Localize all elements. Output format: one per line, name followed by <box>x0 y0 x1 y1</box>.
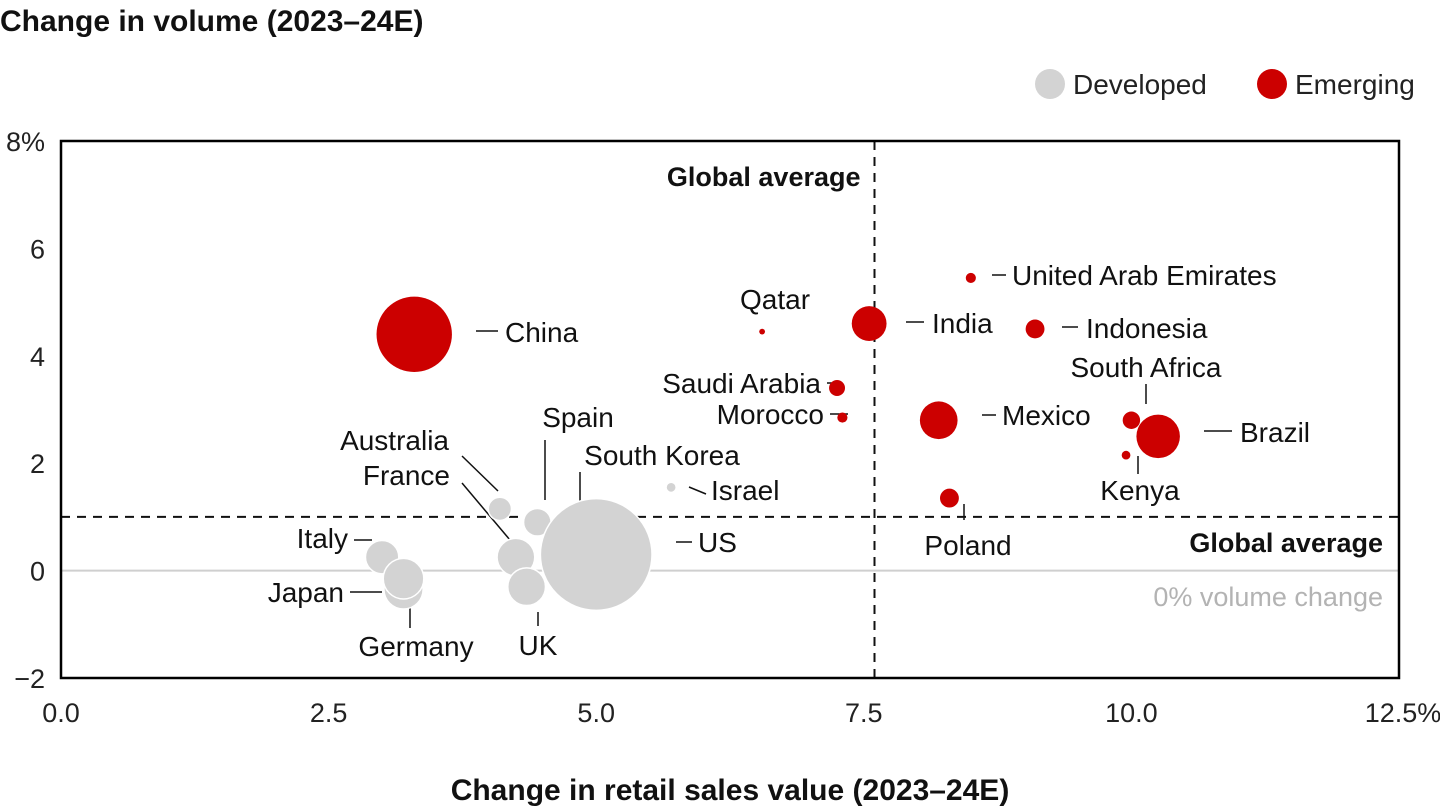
point-label-spain: Spain <box>542 402 614 433</box>
axis-ticks: 0.0 2.5 5.0 7.5 10.0 12.5% 8% 6 4 2 0 −2 <box>6 127 1440 728</box>
x-tick-label: 0.0 <box>42 698 80 728</box>
y-tick-label: −2 <box>14 664 45 694</box>
bubble-israel <box>665 481 677 494</box>
point-label-israel: Israel <box>711 475 779 506</box>
point-label-france: France <box>363 460 450 491</box>
bubble-china <box>376 296 452 373</box>
bubble-indonesia <box>1025 319 1045 339</box>
bubble-poland <box>940 488 959 508</box>
legend-label-emerging: Emerging <box>1295 69 1415 100</box>
bubble-india <box>851 306 887 341</box>
chart-title: Change in volume (2023–24E) <box>0 5 424 38</box>
bubble-mexico <box>919 401 958 440</box>
x-tick-label: 2.5 <box>310 698 348 728</box>
point-label-south-korea: South Korea <box>584 440 740 471</box>
bubble-australia <box>487 496 513 522</box>
bubbles <box>364 272 1180 612</box>
bubble-uk <box>507 567 547 607</box>
zero-volume-label: 0% volume change <box>1153 582 1383 612</box>
point-label-saudi-arabia: Saudi Arabia <box>662 368 821 399</box>
plot-frame <box>59 139 1401 680</box>
point-label-japan: Japan <box>268 577 344 608</box>
point-label-us: US <box>698 527 737 558</box>
reference-lines: Global average Global average 0% volume ch… <box>61 141 1399 678</box>
bubble-united-arab-emirates <box>965 272 976 284</box>
point-label-indonesia: Indonesia <box>1086 313 1208 344</box>
y-tick-label: 4 <box>30 342 45 372</box>
leader-line-israel <box>688 486 707 495</box>
leader-line-france <box>461 482 511 541</box>
point-label-united-arab-emirates: United Arab Emirates <box>1012 260 1277 291</box>
x-axis-label: Change in retail sales value (2023–24E) <box>451 774 1010 807</box>
bubble-germany <box>382 557 425 600</box>
y-tick-label: 8% <box>6 127 45 157</box>
bubble-saudi-arabia <box>829 380 846 396</box>
point-label-qatar: Qatar <box>740 284 810 315</box>
legend-swatch-emerging <box>1257 69 1287 99</box>
x-tick-label: 12.5% <box>1365 698 1440 728</box>
x-tick-label: 10.0 <box>1105 698 1158 728</box>
x-tick-label: 5.0 <box>577 698 615 728</box>
point-label-brazil: Brazil <box>1240 417 1310 448</box>
legend-label-developed: Developed <box>1073 69 1207 100</box>
point-label-india: India <box>932 308 993 339</box>
bubble-morocco <box>837 412 848 423</box>
bubble-us <box>539 497 653 612</box>
global-average-label-x: Global average <box>667 162 861 192</box>
global-average-label-y: Global average <box>1189 528 1383 558</box>
point-label-italy: Italy <box>297 523 348 554</box>
point-label-south-africa: South Africa <box>1071 352 1222 383</box>
point-label-germany: Germany <box>358 631 473 662</box>
point-labels: China Qatar India United Arab Emirates Indon… <box>268 260 1310 662</box>
point-label-poland: Poland <box>924 530 1011 561</box>
bubble-south-africa <box>1122 411 1141 429</box>
y-tick-label: 6 <box>30 234 45 264</box>
point-label-australia: Australia <box>340 425 449 456</box>
bubble-kenya <box>1121 450 1131 460</box>
leader-line-australia <box>461 455 499 492</box>
point-label-china: China <box>505 317 579 348</box>
point-label-kenya: Kenya <box>1100 475 1180 506</box>
point-label-uk: UK <box>519 630 558 661</box>
legend-swatch-developed <box>1035 69 1065 99</box>
bubble-brazil <box>1136 414 1180 459</box>
point-label-mexico: Mexico <box>1002 400 1091 431</box>
leader-lines <box>350 274 1232 628</box>
y-tick-label: 2 <box>30 449 45 479</box>
x-tick-label: 7.5 <box>845 698 883 728</box>
legend: Developed Emerging <box>1035 69 1415 100</box>
y-tick-label: 0 <box>30 557 45 587</box>
point-label-morocco: Morocco <box>717 399 824 430</box>
bubble-qatar <box>759 328 766 335</box>
